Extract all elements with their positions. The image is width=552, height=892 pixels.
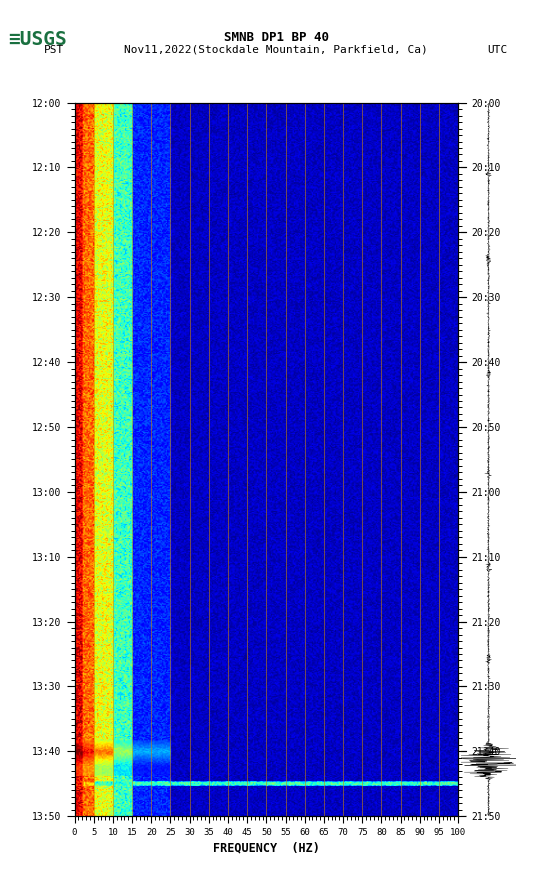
Text: PST: PST <box>44 45 65 54</box>
Text: SMNB DP1 BP 40: SMNB DP1 BP 40 <box>224 31 328 45</box>
Text: Nov11,2022(Stockdale Mountain, Parkfield, Ca): Nov11,2022(Stockdale Mountain, Parkfield… <box>124 45 428 54</box>
Text: ≡USGS: ≡USGS <box>8 30 67 49</box>
Text: UTC: UTC <box>487 45 508 54</box>
X-axis label: FREQUENCY  (HZ): FREQUENCY (HZ) <box>213 841 320 855</box>
